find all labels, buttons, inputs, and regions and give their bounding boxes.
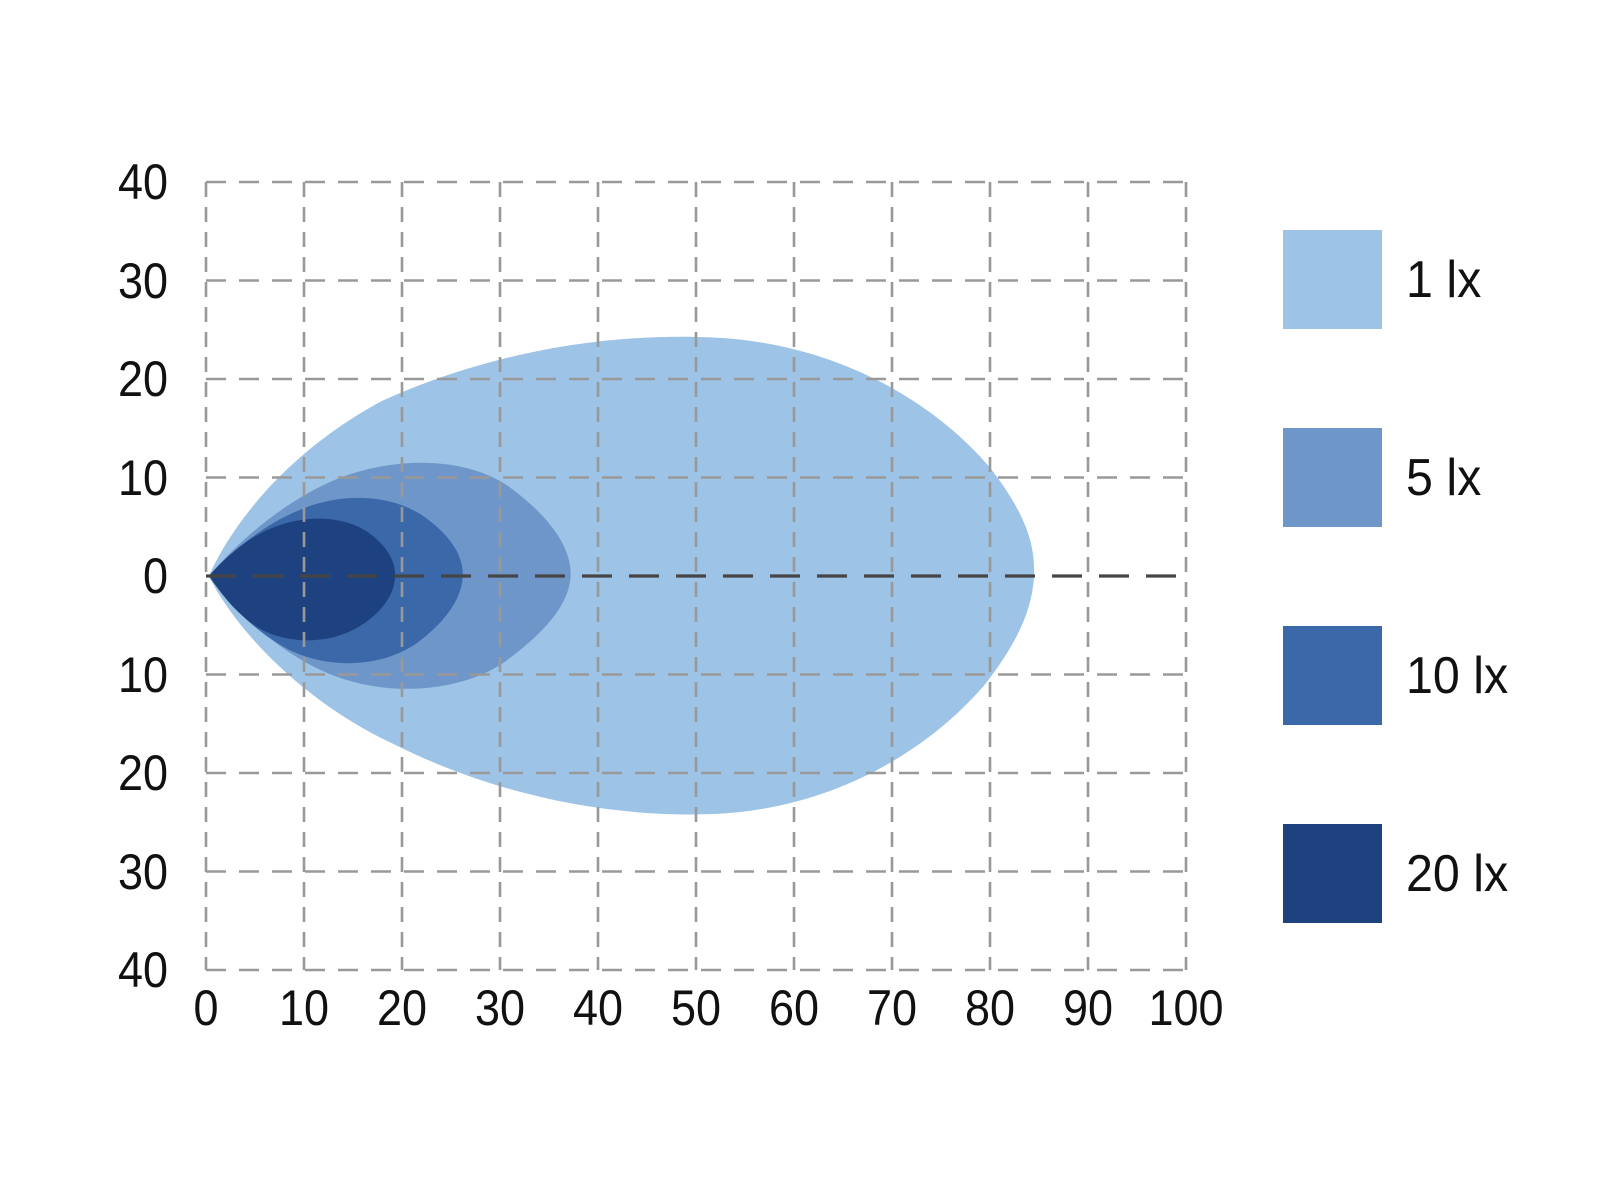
x-tick-label: 10 (278, 980, 330, 1036)
legend-item-10lx: 10 lx (1283, 626, 1583, 725)
x-tick-label: 80 (964, 980, 1016, 1036)
legend-label: 1 lx (1406, 250, 1482, 309)
legend-label: 5 lx (1406, 448, 1482, 507)
y-tick-label: 30 (117, 843, 168, 900)
legend-swatch (1283, 428, 1382, 527)
y-tick-label: 0 (142, 548, 168, 604)
legend-label: 10 lx (1406, 646, 1509, 705)
y-tick-label: 20 (117, 745, 168, 801)
x-tick-label: 50 (670, 980, 722, 1036)
y-tick-label: 20 (117, 351, 168, 407)
x-tick-label: 100 (1148, 980, 1224, 1036)
legend-item-1lx: 1 lx (1283, 230, 1583, 329)
legend-label: 20 lx (1406, 844, 1509, 903)
legend-swatch (1283, 626, 1382, 725)
x-tick-label: 70 (866, 980, 918, 1036)
x-tick-label: 30 (474, 980, 526, 1036)
legend-item-20lx: 20 lx (1283, 824, 1583, 923)
isolux-contour-20lx (208, 518, 396, 641)
isolux-contour-1lx (208, 336, 1035, 815)
y-tick-label: 40 (117, 942, 168, 998)
x-tick-label: 60 (768, 980, 820, 1036)
y-tick-label: 40 (117, 154, 168, 210)
y-tick-label: 10 (117, 646, 168, 703)
legend-swatch (1283, 230, 1382, 329)
plot-area (204, 180, 1188, 972)
y-tick-label: 10 (117, 449, 168, 506)
x-tick-label: 40 (572, 980, 624, 1036)
x-tick-label: 0 (193, 980, 219, 1036)
y-tick-label: 30 (117, 252, 168, 309)
x-tick-label: 20 (376, 980, 428, 1036)
legend-item-5lx: 5 lx (1283, 428, 1583, 527)
x-tick-label: 90 (1062, 980, 1114, 1036)
legend-swatch (1283, 824, 1382, 923)
